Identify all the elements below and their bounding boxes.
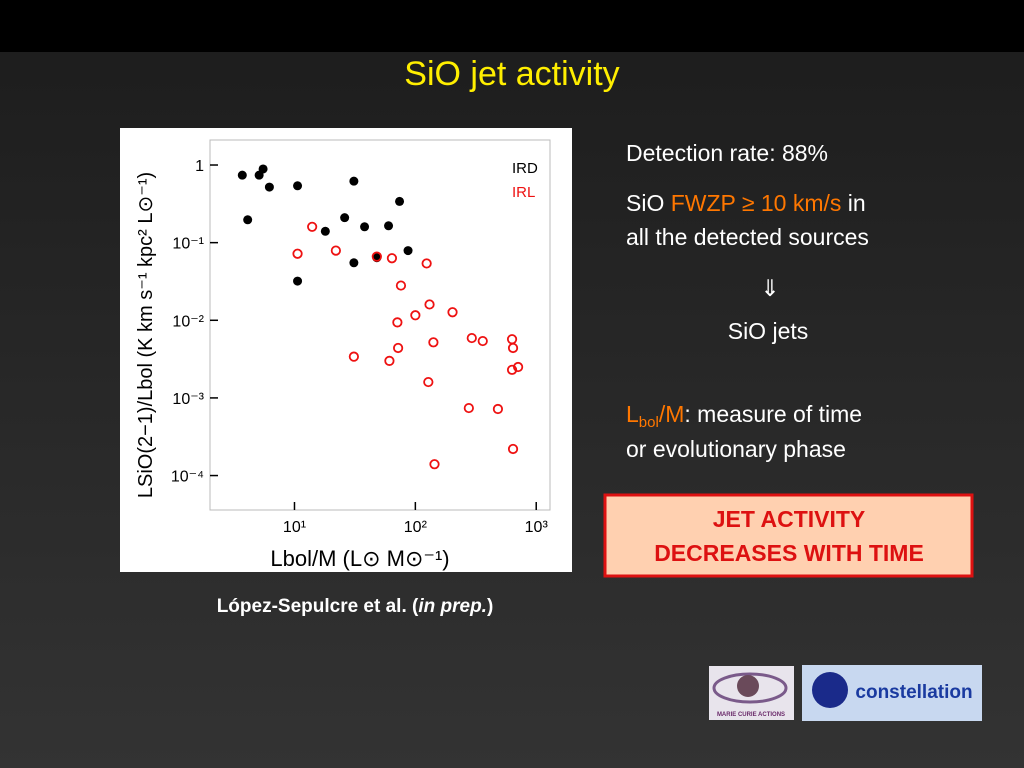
y-axis-label: LSiO(2−1)/Lbol (K km s⁻¹ kpc² L⊙⁻¹) xyxy=(135,172,157,498)
data-point xyxy=(403,246,413,256)
data-point xyxy=(330,245,341,256)
detection-text: Detection rate: 88% xyxy=(626,140,828,166)
data-point xyxy=(424,299,435,310)
data-point xyxy=(392,317,403,328)
lbol-text: Lbol/M: measure of time xyxy=(626,401,862,431)
text: in xyxy=(848,190,866,216)
data-point xyxy=(384,355,395,366)
data-point xyxy=(293,276,303,286)
x-tick-label: 10³ xyxy=(525,519,549,536)
text: López-Sepulcre et al. ( xyxy=(217,596,419,617)
data-point xyxy=(293,181,303,191)
chart-panel xyxy=(120,128,572,572)
fwzp-text: all the detected sources xyxy=(626,224,869,250)
data-point xyxy=(507,342,519,354)
x-axis-label: Lbol/M (L⊙ M⊙⁻¹) xyxy=(270,546,449,571)
highlight: L xyxy=(626,401,639,427)
text: ) xyxy=(487,596,493,617)
box-text: DECREASES WITH TIME xyxy=(654,540,924,566)
data-point xyxy=(292,248,303,259)
conclusion-box xyxy=(603,493,974,578)
y-tick-label: 10⁻¹ xyxy=(172,236,204,253)
data-point xyxy=(477,335,488,347)
data-point xyxy=(340,213,350,223)
legend-label: IRL xyxy=(512,184,535,201)
logo-face xyxy=(737,675,759,697)
caption: López-Sepulcre et al. (in prep.) xyxy=(217,596,494,617)
data-point xyxy=(307,221,318,232)
highlight: /M xyxy=(659,401,685,427)
text: SiO xyxy=(626,190,664,216)
arrow: ⇓ xyxy=(760,275,779,301)
data-point xyxy=(371,251,382,262)
data-point xyxy=(429,459,440,470)
data-point xyxy=(466,332,477,344)
text: in prep. xyxy=(418,596,487,617)
data-point xyxy=(447,307,458,318)
highlight: FWZP ≥ 10 km/s xyxy=(671,190,842,216)
data-point xyxy=(395,280,407,291)
data-point xyxy=(258,164,268,174)
y-tick-label: 10⁻² xyxy=(172,313,204,330)
data-point xyxy=(492,403,504,415)
legend-label: IRD xyxy=(512,160,538,177)
plot-frame xyxy=(209,139,551,511)
data-point xyxy=(410,310,421,321)
data-point xyxy=(264,182,274,192)
data-point xyxy=(384,221,394,231)
data-point xyxy=(395,196,405,206)
data-point xyxy=(348,351,359,362)
top-bar xyxy=(0,0,1024,52)
data-point xyxy=(360,222,370,232)
conclusion: SiO jets xyxy=(728,318,809,344)
data-point xyxy=(423,376,434,388)
subscript: bol xyxy=(639,414,659,431)
data-point xyxy=(320,226,330,236)
data-point xyxy=(463,402,474,414)
data-point xyxy=(428,337,439,348)
y-tick-label: 1 xyxy=(195,158,204,175)
data-point xyxy=(513,361,524,373)
data-point xyxy=(506,364,518,375)
fwzp-text: SiO FWZP ≥ 10 km/s in xyxy=(626,190,866,216)
x-tick-label: 10¹ xyxy=(283,519,306,536)
data-point xyxy=(243,215,253,225)
x-tick-label: 10² xyxy=(404,519,428,536)
logo-ring xyxy=(712,672,788,704)
data-point xyxy=(349,258,359,268)
data-point xyxy=(349,176,359,186)
data-point xyxy=(507,443,519,455)
logo-text: MARIE CURIE ACTIONS xyxy=(717,712,785,718)
logo-text: constellation xyxy=(855,682,972,703)
data-point xyxy=(421,258,432,269)
y-tick-label: 10⁻⁴ xyxy=(171,469,204,486)
title: SiO jet activity xyxy=(404,55,619,93)
logo-figure xyxy=(812,672,848,708)
box-text: JET ACTIVITY xyxy=(713,506,866,532)
data-point xyxy=(393,342,404,354)
data-point xyxy=(386,253,398,264)
data-point xyxy=(237,170,247,180)
lbol-text: or evolutionary phase xyxy=(626,436,846,462)
y-tick-label: 10⁻³ xyxy=(172,391,204,408)
text: : measure of time xyxy=(684,401,862,427)
